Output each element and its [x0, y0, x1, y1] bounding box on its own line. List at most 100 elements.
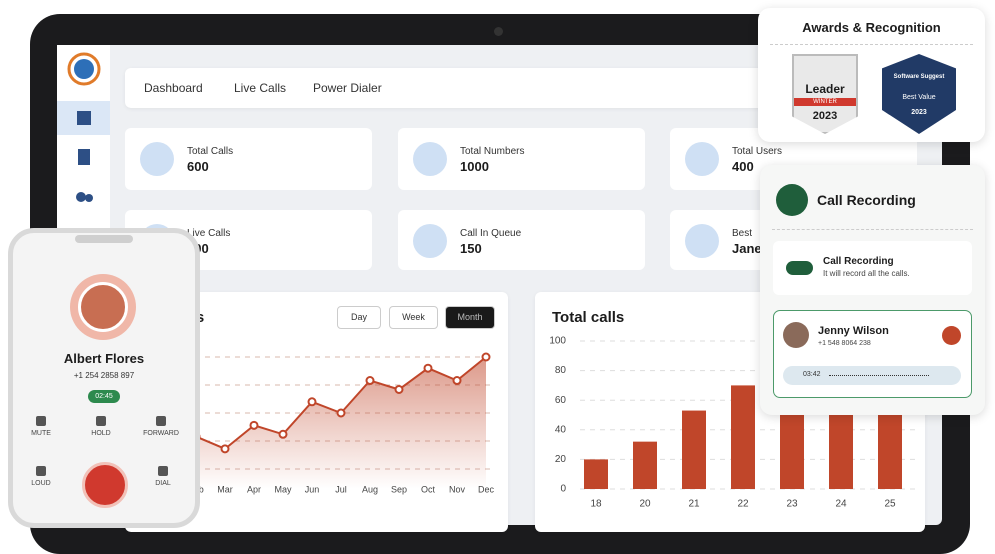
point [394, 384, 404, 394]
x-tick-label: 22 [737, 499, 749, 510]
stat-value: 400 [732, 159, 754, 174]
contact-number: +1 548 8064 238 [818, 340, 871, 347]
line [166, 356, 487, 450]
action-label: FORWARD [143, 430, 179, 437]
rec-title: Call Recording [817, 192, 916, 208]
stat-label: Total Numbers [460, 146, 525, 157]
point [423, 363, 433, 373]
badge-ss: Software Suggest Best Value 2023 [882, 54, 956, 134]
nav-item[interactable]: Dashboard [144, 81, 203, 95]
action-label: HOLD [91, 430, 111, 437]
bar [633, 441, 657, 489]
x-tick-label: 23 [786, 499, 798, 510]
logo [67, 52, 101, 86]
badge-g2: Leader WINTER 2023 [792, 54, 858, 134]
y-tick-label: 20 [555, 454, 567, 465]
y-tick-label: 40 [555, 424, 567, 435]
stat-card: Total Numbers 1000 [398, 128, 645, 190]
stat-value: Jane [732, 241, 762, 256]
action-label: DIAL [155, 480, 171, 487]
nav-item[interactable]: Power Dialer [313, 81, 382, 95]
caller-name: Albert Flores [63, 351, 145, 366]
badge-year: 2023 [812, 110, 838, 122]
caller-number: +1 254 2858 897 [73, 371, 135, 380]
awards-panel: Awards & Recognition Leader WINTER 2023 Soft… [758, 8, 985, 142]
notch [75, 235, 133, 243]
x-tick-label: May [274, 484, 292, 494]
x-tick-label: Apr [247, 484, 261, 494]
play-button[interactable] [942, 326, 961, 345]
y-tick-label: 60 [555, 395, 567, 406]
toggle[interactable] [786, 261, 813, 275]
range-button[interactable]: Month [445, 306, 495, 329]
x-tick-label: Oct [421, 484, 436, 494]
camera [494, 27, 503, 36]
x-tick-label: Nov [449, 484, 466, 494]
action-label: MUTE [31, 430, 51, 437]
elapsed: 03:42 [803, 371, 821, 378]
dashboard-icon[interactable] [77, 111, 91, 125]
x-tick-label: 18 [590, 499, 602, 510]
point [452, 376, 462, 386]
x-tick-label: Dec [478, 484, 495, 494]
toggle-description: It will record all the calls. [823, 269, 910, 278]
x-tick-label: Jul [335, 484, 347, 494]
bar [780, 403, 804, 489]
stat-label: Call In Queue [460, 228, 522, 239]
action-icon[interactable] [156, 416, 166, 426]
contact-name: Jenny Wilson [818, 325, 889, 337]
action-icon[interactable] [96, 416, 106, 426]
call-timer: 02:45 [88, 390, 120, 403]
bar-chart: 0 20 40 60 80 100 18 20 21 22 23 24 25 [549, 336, 915, 510]
stat-label: Total Calls [187, 146, 234, 157]
recording-panel: Call Recording Call Recording It will reco… [760, 165, 985, 415]
stat-card: Total Calls 600 [125, 128, 372, 190]
range-button[interactable]: Day [337, 306, 381, 329]
page: Dashboard Live Calls Power Dialer Total Ca… [8, 8, 985, 554]
users-icon-2 [85, 194, 93, 202]
line-chart: JanFebMarAprMayJunJulAugSepOctNovDec [155, 352, 495, 494]
badge-brand: Leader [805, 82, 845, 96]
logo-globe [74, 59, 94, 79]
toggle-card: Call Recording It will record all the cal… [773, 241, 972, 295]
stat-label: Total Users [732, 146, 783, 157]
action-icon[interactable] [36, 466, 46, 476]
users-icon[interactable] [76, 192, 86, 202]
x-tick-label: 24 [835, 499, 847, 510]
avatar [78, 282, 128, 332]
x-tick-label: 25 [884, 499, 896, 510]
x-tick-label: Sep [391, 484, 407, 494]
point [220, 444, 230, 454]
action-icon[interactable] [158, 466, 168, 476]
toggle-label: Call Recording [823, 256, 894, 267]
contact-avatar [783, 322, 809, 348]
badge-brand: Software Suggest [893, 74, 945, 80]
stat-label: Best [732, 228, 753, 239]
stat-label: Live Calls [187, 228, 231, 239]
stat-icon [140, 142, 174, 176]
y-tick-label: 100 [549, 336, 566, 347]
x-tick-label: 20 [639, 499, 651, 510]
point [336, 408, 346, 418]
stat-value: 150 [460, 241, 482, 256]
rec-icon [776, 184, 808, 216]
range-button[interactable]: Week [389, 306, 438, 329]
point [307, 397, 317, 407]
sidebar-icons [57, 52, 110, 202]
end-call-button[interactable] [82, 462, 128, 508]
action-label: LOUD [31, 480, 51, 487]
divider [770, 44, 973, 45]
nav-item[interactable]: Live Calls [234, 81, 287, 95]
stat-icon [685, 142, 719, 176]
phone: Albert Flores +1 254 2858 897 02:45 MUTE HOL… [8, 228, 200, 528]
point [481, 352, 491, 362]
y-tick-label: 80 [555, 365, 567, 376]
contact-card: Jenny Wilson +1 548 8064 238 03:42 [773, 310, 972, 398]
bar [878, 407, 902, 489]
action-icon[interactable] [36, 416, 46, 426]
building-icon[interactable] [78, 149, 90, 165]
x-tick-label: Aug [362, 484, 378, 494]
stat-icon [413, 142, 447, 176]
awards-title: Awards & Recognition [802, 20, 941, 35]
divider [772, 229, 973, 230]
